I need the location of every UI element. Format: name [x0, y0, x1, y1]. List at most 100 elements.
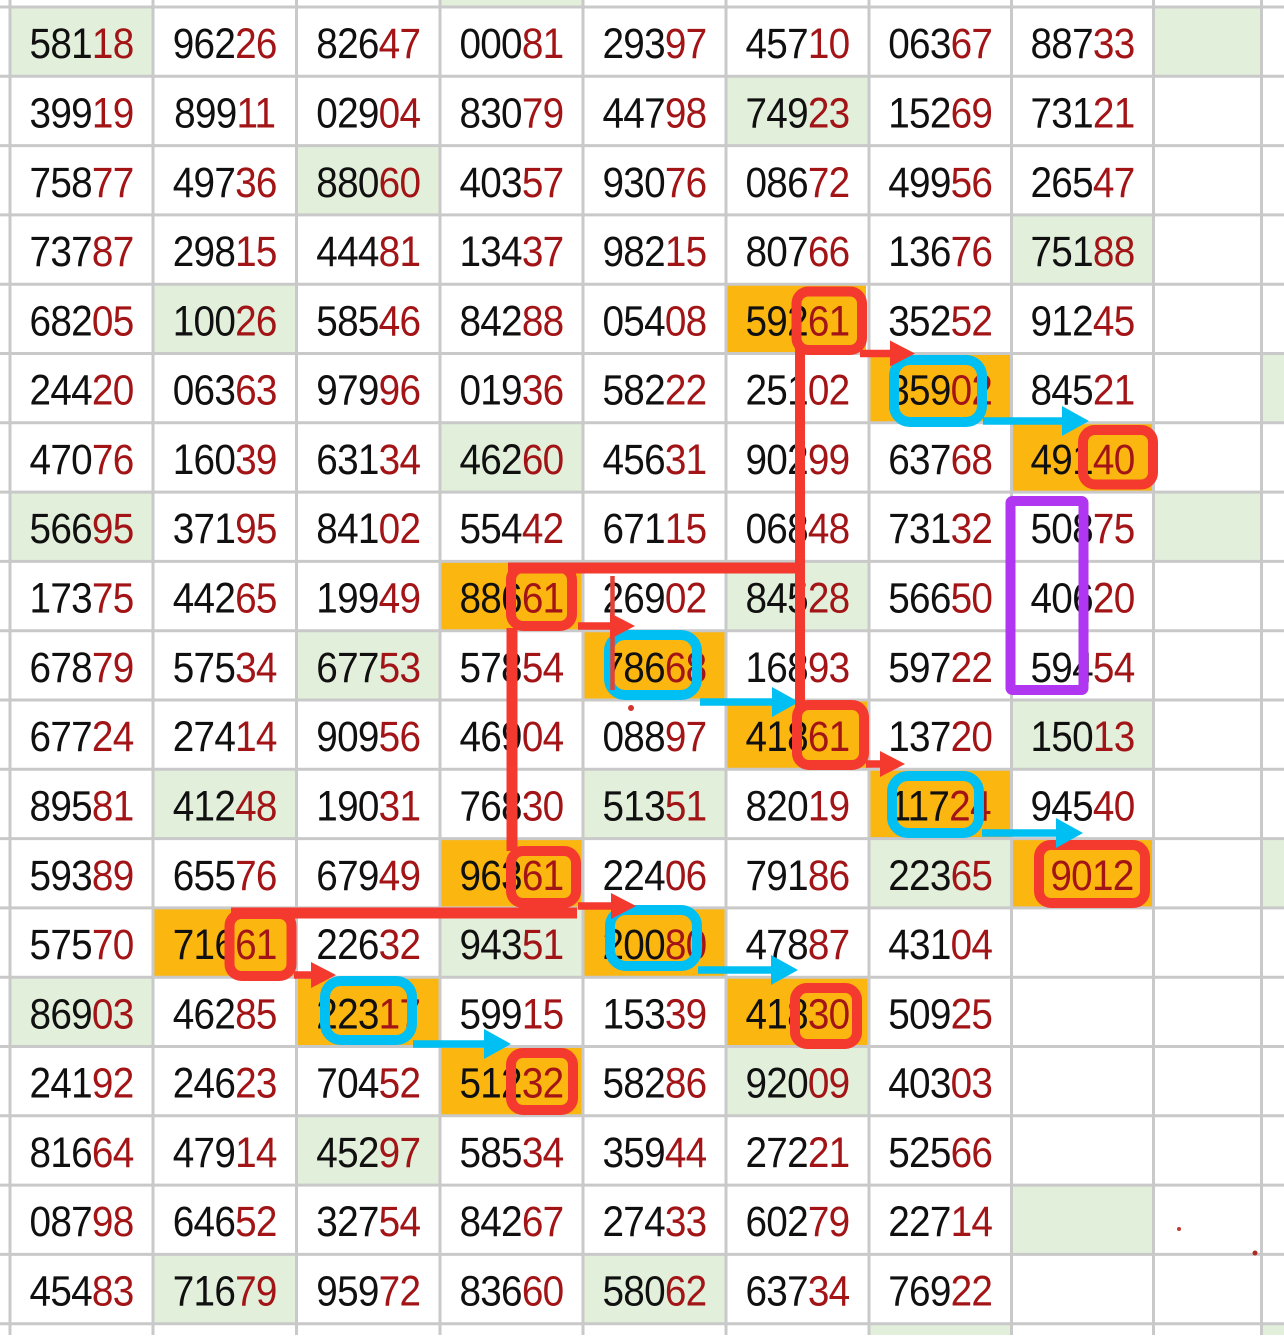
svg-text:89581: 89581 — [30, 782, 134, 830]
svg-text:13676: 13676 — [888, 227, 992, 275]
svg-text:52566: 52566 — [888, 1128, 992, 1176]
svg-text:19949: 19949 — [316, 574, 420, 622]
svg-text:63134: 63134 — [316, 435, 420, 483]
svg-text:10026: 10026 — [173, 297, 277, 345]
svg-text:60279: 60279 — [745, 1197, 849, 1245]
svg-text:76922: 76922 — [888, 1267, 992, 1315]
svg-text:67115: 67115 — [602, 504, 706, 552]
svg-text:84521: 84521 — [1031, 366, 1135, 414]
svg-text:88733: 88733 — [1031, 19, 1135, 67]
svg-text:75188: 75188 — [1031, 227, 1135, 275]
svg-text:45297: 45297 — [316, 1128, 420, 1176]
svg-text:27414: 27414 — [173, 712, 277, 760]
svg-text:26547: 26547 — [1031, 158, 1135, 206]
svg-text:56650: 56650 — [888, 574, 992, 622]
svg-text:73132: 73132 — [888, 504, 992, 552]
svg-text:45483: 45483 — [30, 1267, 134, 1315]
svg-text:74923: 74923 — [745, 89, 849, 137]
svg-text:81664: 81664 — [30, 1128, 134, 1176]
svg-text:45631: 45631 — [602, 435, 706, 483]
svg-text:15339: 15339 — [602, 989, 706, 1037]
svg-text:80766: 80766 — [745, 227, 849, 275]
svg-text:67879: 67879 — [30, 643, 134, 691]
svg-text:45710: 45710 — [745, 19, 849, 67]
svg-text:13720: 13720 — [888, 712, 992, 760]
svg-text:00081: 00081 — [459, 19, 563, 67]
svg-text:05408: 05408 — [602, 297, 706, 345]
svg-text:06363: 06363 — [173, 366, 277, 414]
svg-text:82019: 82019 — [745, 782, 849, 830]
svg-text:73787: 73787 — [30, 227, 134, 275]
svg-text:84288: 84288 — [459, 297, 563, 345]
svg-text:89911: 89911 — [174, 89, 275, 137]
svg-text:44798: 44798 — [602, 89, 706, 137]
svg-text:44265: 44265 — [173, 574, 277, 622]
svg-text:70452: 70452 — [316, 1059, 420, 1107]
svg-text:86903: 86903 — [30, 989, 134, 1037]
svg-text:58286: 58286 — [602, 1059, 706, 1107]
svg-text:71679: 71679 — [173, 1267, 277, 1315]
svg-text:67724: 67724 — [30, 712, 134, 760]
svg-text:84267: 84267 — [459, 1197, 563, 1245]
svg-text:55442: 55442 — [459, 504, 563, 552]
svg-text:27433: 27433 — [602, 1197, 706, 1245]
svg-text:24623: 24623 — [173, 1059, 277, 1107]
svg-text:29815: 29815 — [173, 227, 277, 275]
svg-text:98215: 98215 — [602, 227, 706, 275]
svg-text:46285: 46285 — [173, 989, 277, 1037]
svg-text:57534: 57534 — [173, 643, 277, 691]
svg-text:57570: 57570 — [30, 920, 134, 968]
svg-text:19031: 19031 — [316, 782, 420, 830]
svg-text:67753: 67753 — [316, 643, 420, 691]
svg-text:58534: 58534 — [459, 1128, 563, 1176]
svg-text:58546: 58546 — [316, 297, 420, 345]
svg-text:83660: 83660 — [459, 1267, 563, 1315]
svg-text:88060: 88060 — [316, 158, 420, 206]
svg-text:73121: 73121 — [1031, 89, 1135, 137]
svg-text:83079: 83079 — [459, 89, 563, 137]
svg-text:47914: 47914 — [173, 1128, 277, 1176]
svg-text:35252: 35252 — [888, 297, 992, 345]
svg-text:22406: 22406 — [602, 851, 706, 899]
svg-text:01936: 01936 — [459, 366, 563, 414]
svg-text:17375: 17375 — [30, 574, 134, 622]
svg-text:56695: 56695 — [30, 504, 134, 552]
svg-text:96226: 96226 — [173, 19, 277, 67]
svg-text:41248: 41248 — [173, 782, 277, 830]
svg-text:08798: 08798 — [30, 1197, 134, 1245]
svg-text:75877: 75877 — [30, 158, 134, 206]
svg-text:16039: 16039 — [173, 435, 277, 483]
svg-text:46260: 46260 — [459, 435, 563, 483]
svg-text:95972: 95972 — [316, 1267, 420, 1315]
svg-text:39919: 39919 — [30, 89, 134, 137]
svg-text:40303: 40303 — [888, 1059, 992, 1107]
svg-text:94540: 94540 — [1031, 782, 1135, 830]
svg-text:24192: 24192 — [30, 1059, 134, 1107]
svg-text:15269: 15269 — [888, 89, 992, 137]
svg-text:68205: 68205 — [30, 297, 134, 345]
svg-text:22365: 22365 — [888, 851, 992, 899]
svg-text:50925: 50925 — [888, 989, 992, 1037]
svg-text:58222: 58222 — [602, 366, 706, 414]
svg-text:59389: 59389 — [30, 851, 134, 899]
svg-text:49736: 49736 — [173, 158, 277, 206]
svg-text:79186: 79186 — [745, 851, 849, 899]
svg-text:59915: 59915 — [459, 989, 563, 1037]
svg-text:9012: 9012 — [1050, 851, 1133, 899]
svg-text:64652: 64652 — [173, 1197, 277, 1245]
svg-text:91245: 91245 — [1031, 297, 1135, 345]
svg-text:49956: 49956 — [888, 158, 992, 206]
svg-text:13437: 13437 — [459, 227, 563, 275]
svg-text:29397: 29397 — [602, 19, 706, 67]
svg-text:08897: 08897 — [602, 712, 706, 760]
svg-text:22632: 22632 — [316, 920, 420, 968]
svg-text:43104: 43104 — [888, 920, 992, 968]
svg-text:47076: 47076 — [30, 435, 134, 483]
svg-text:59722: 59722 — [888, 643, 992, 691]
svg-text:22714: 22714 — [888, 1197, 992, 1245]
svg-text:26902: 26902 — [602, 574, 706, 622]
svg-text:44481: 44481 — [316, 227, 420, 275]
svg-text:65576: 65576 — [173, 851, 277, 899]
svg-text:51351: 51351 — [602, 782, 706, 830]
svg-text:24420: 24420 — [30, 366, 134, 414]
